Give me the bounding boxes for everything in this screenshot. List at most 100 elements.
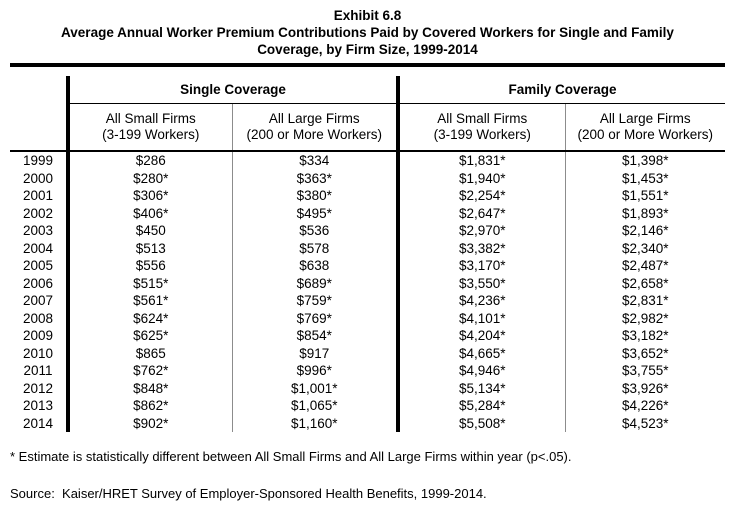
year-column-spacer [10, 76, 68, 104]
cell-family-small: $5,284* [396, 397, 566, 415]
cell-family-large: $1,398* [564, 151, 726, 170]
firm-size-header-row: All Small Firms (3-199 Workers) All Larg… [10, 103, 726, 152]
exhibit-number: Exhibit 6.8 [333, 8, 402, 23]
cell-year: 2006 [22, 275, 54, 291]
cell-single-small: $513 [66, 239, 232, 257]
cell-family-large: $2,831* [564, 292, 726, 310]
cell-single-small: $848* [66, 379, 232, 397]
table-row: 2004 $513 $578 $3,382* $2,340* [10, 239, 726, 257]
single-small-firms-sublabel: (3-199 Workers) [102, 127, 200, 142]
cell-single-large: $854* [231, 327, 399, 345]
table-row: 1999 $286 $334 $1,831* $1,398* [10, 151, 726, 170]
table-row: 2001 $306* $380* $2,254* $1,551* [10, 187, 726, 205]
cell-family-small: $4,946* [396, 362, 566, 380]
cell-family-small: $4,101* [396, 309, 566, 327]
cell-family-large: $3,182* [564, 327, 726, 345]
cell-year: 2002 [22, 205, 54, 221]
table-row: 2002 $406* $495* $2,647* $1,893* [10, 204, 726, 222]
cell-single-small: $561* [66, 292, 232, 310]
cell-single-large: $578 [231, 239, 399, 257]
cell-family-large: $3,652* [564, 344, 726, 362]
title-line-1: Average Annual Worker Premium Contributi… [61, 25, 674, 40]
cell-family-small: $1,831* [396, 151, 566, 170]
cell-single-small: $556 [66, 257, 232, 275]
table-row: 2006 $515* $689* $3,550* $2,658* [10, 274, 726, 292]
title-block: Exhibit 6.8 Average Annual Worker Premiu… [10, 7, 725, 58]
cell-single-small: $762* [66, 362, 232, 380]
cell-year: 2003 [22, 223, 54, 238]
cell-family-large: $2,982* [564, 309, 726, 327]
cell-family-large: $1,893* [564, 204, 726, 222]
coverage-group-row: Single Coverage Family Coverage [10, 76, 726, 104]
title-divider-rule [10, 63, 725, 67]
single-small-firms-label: All Small Firms [105, 111, 196, 126]
cell-family-small: $3,550* [396, 274, 566, 292]
cell-single-large: $1,001* [231, 379, 399, 397]
cell-single-large: $1,160* [231, 414, 399, 432]
cell-family-large: $4,226* [564, 397, 726, 415]
table-row: 2011 $762* $996* $4,946* $3,755* [10, 362, 726, 380]
statistical-footnote: * Estimate is statistically different be… [10, 449, 572, 464]
cell-family-small: $3,170* [396, 257, 566, 275]
family-small-firms-label: All Small Firms [437, 111, 528, 126]
family-small-firms-header: All Small Firms (3-199 Workers) [396, 103, 566, 152]
source-line: Source: Kaiser/HRET Survey of Employer-S… [10, 486, 487, 501]
cell-family-large: $4,523* [564, 414, 726, 432]
premium-contributions-table: Single Coverage Family Coverage All Smal… [10, 76, 726, 432]
cell-year: 2000 [22, 170, 54, 186]
cell-single-large: $769* [231, 309, 399, 327]
cell-year: 2011 [23, 363, 53, 378]
table-row: 2007 $561* $759* $4,236* $2,831* [10, 292, 726, 310]
family-small-firms-sublabel: (3-199 Workers) [433, 127, 531, 142]
cell-family-large: $3,926* [564, 379, 726, 397]
cell-single-large: $759* [231, 292, 399, 310]
single-large-firms-sublabel: (200 or More Workers) [246, 127, 383, 142]
cell-single-small: $865 [66, 344, 232, 362]
family-large-firms-label: All Large Firms [599, 111, 691, 126]
table-row: 2009 $625* $854* $4,204* $3,182* [10, 327, 726, 345]
title-line-2: Coverage, by Firm Size, 1999-2014 [257, 42, 478, 57]
single-large-firms-label: All Large Firms [268, 111, 360, 126]
cell-single-large: $689* [231, 274, 399, 292]
cell-year: 2007 [22, 293, 54, 308]
cell-family-small: $5,508* [396, 414, 566, 432]
cell-single-small: $515* [66, 274, 232, 292]
cell-family-large: $1,453* [564, 169, 726, 187]
cell-year: 2014 [22, 415, 54, 431]
cell-family-large: $1,551* [564, 187, 726, 205]
cell-single-small: $625* [66, 327, 232, 345]
cell-single-large: $996* [231, 362, 399, 380]
year-column-header [10, 103, 68, 152]
cell-single-large: $638 [231, 257, 399, 275]
table-row: 2008 $624* $769* $4,101* $2,982* [10, 309, 726, 327]
cell-year: 2010 [22, 345, 54, 361]
cell-year: 2001 [22, 188, 54, 203]
cell-single-large: $363* [231, 169, 399, 187]
cell-single-large: $536 [231, 222, 399, 240]
cell-single-large: $495* [231, 204, 399, 222]
cell-family-small: $2,970* [396, 222, 566, 240]
cell-year: 1999 [22, 153, 54, 168]
single-small-firms-header: All Small Firms (3-199 Workers) [66, 103, 232, 152]
cell-single-small: $862* [66, 397, 232, 415]
family-large-firms-header: All Large Firms (200 or More Workers) [564, 103, 726, 152]
table-row: 2014 $902* $1,160* $5,508* $4,523* [10, 414, 726, 432]
table-row: 2013 $862* $1,065* $5,284* $4,226* [10, 397, 726, 415]
cell-single-small: $902* [66, 414, 232, 432]
cell-year: 2008 [22, 310, 54, 326]
cell-family-large: $2,658* [564, 274, 726, 292]
cell-family-large: $2,487* [564, 257, 726, 275]
single-coverage-header: Single Coverage [65, 76, 399, 104]
table-row: 2000 $280* $363* $1,940* $1,453* [10, 169, 726, 187]
cell-single-large: $917 [231, 344, 399, 362]
table-row: 2010 $865 $917 $4,665* $3,652* [10, 344, 726, 362]
cell-single-small: $406* [66, 204, 232, 222]
cell-family-small: $1,940* [396, 169, 566, 187]
cell-family-small: $4,236* [396, 292, 566, 310]
cell-year: 2009 [22, 328, 54, 343]
cell-family-large: $3,755* [564, 362, 726, 380]
cell-year: 2013 [22, 398, 54, 413]
cell-single-small: $450 [66, 222, 232, 240]
cell-single-small: $280* [66, 169, 232, 187]
